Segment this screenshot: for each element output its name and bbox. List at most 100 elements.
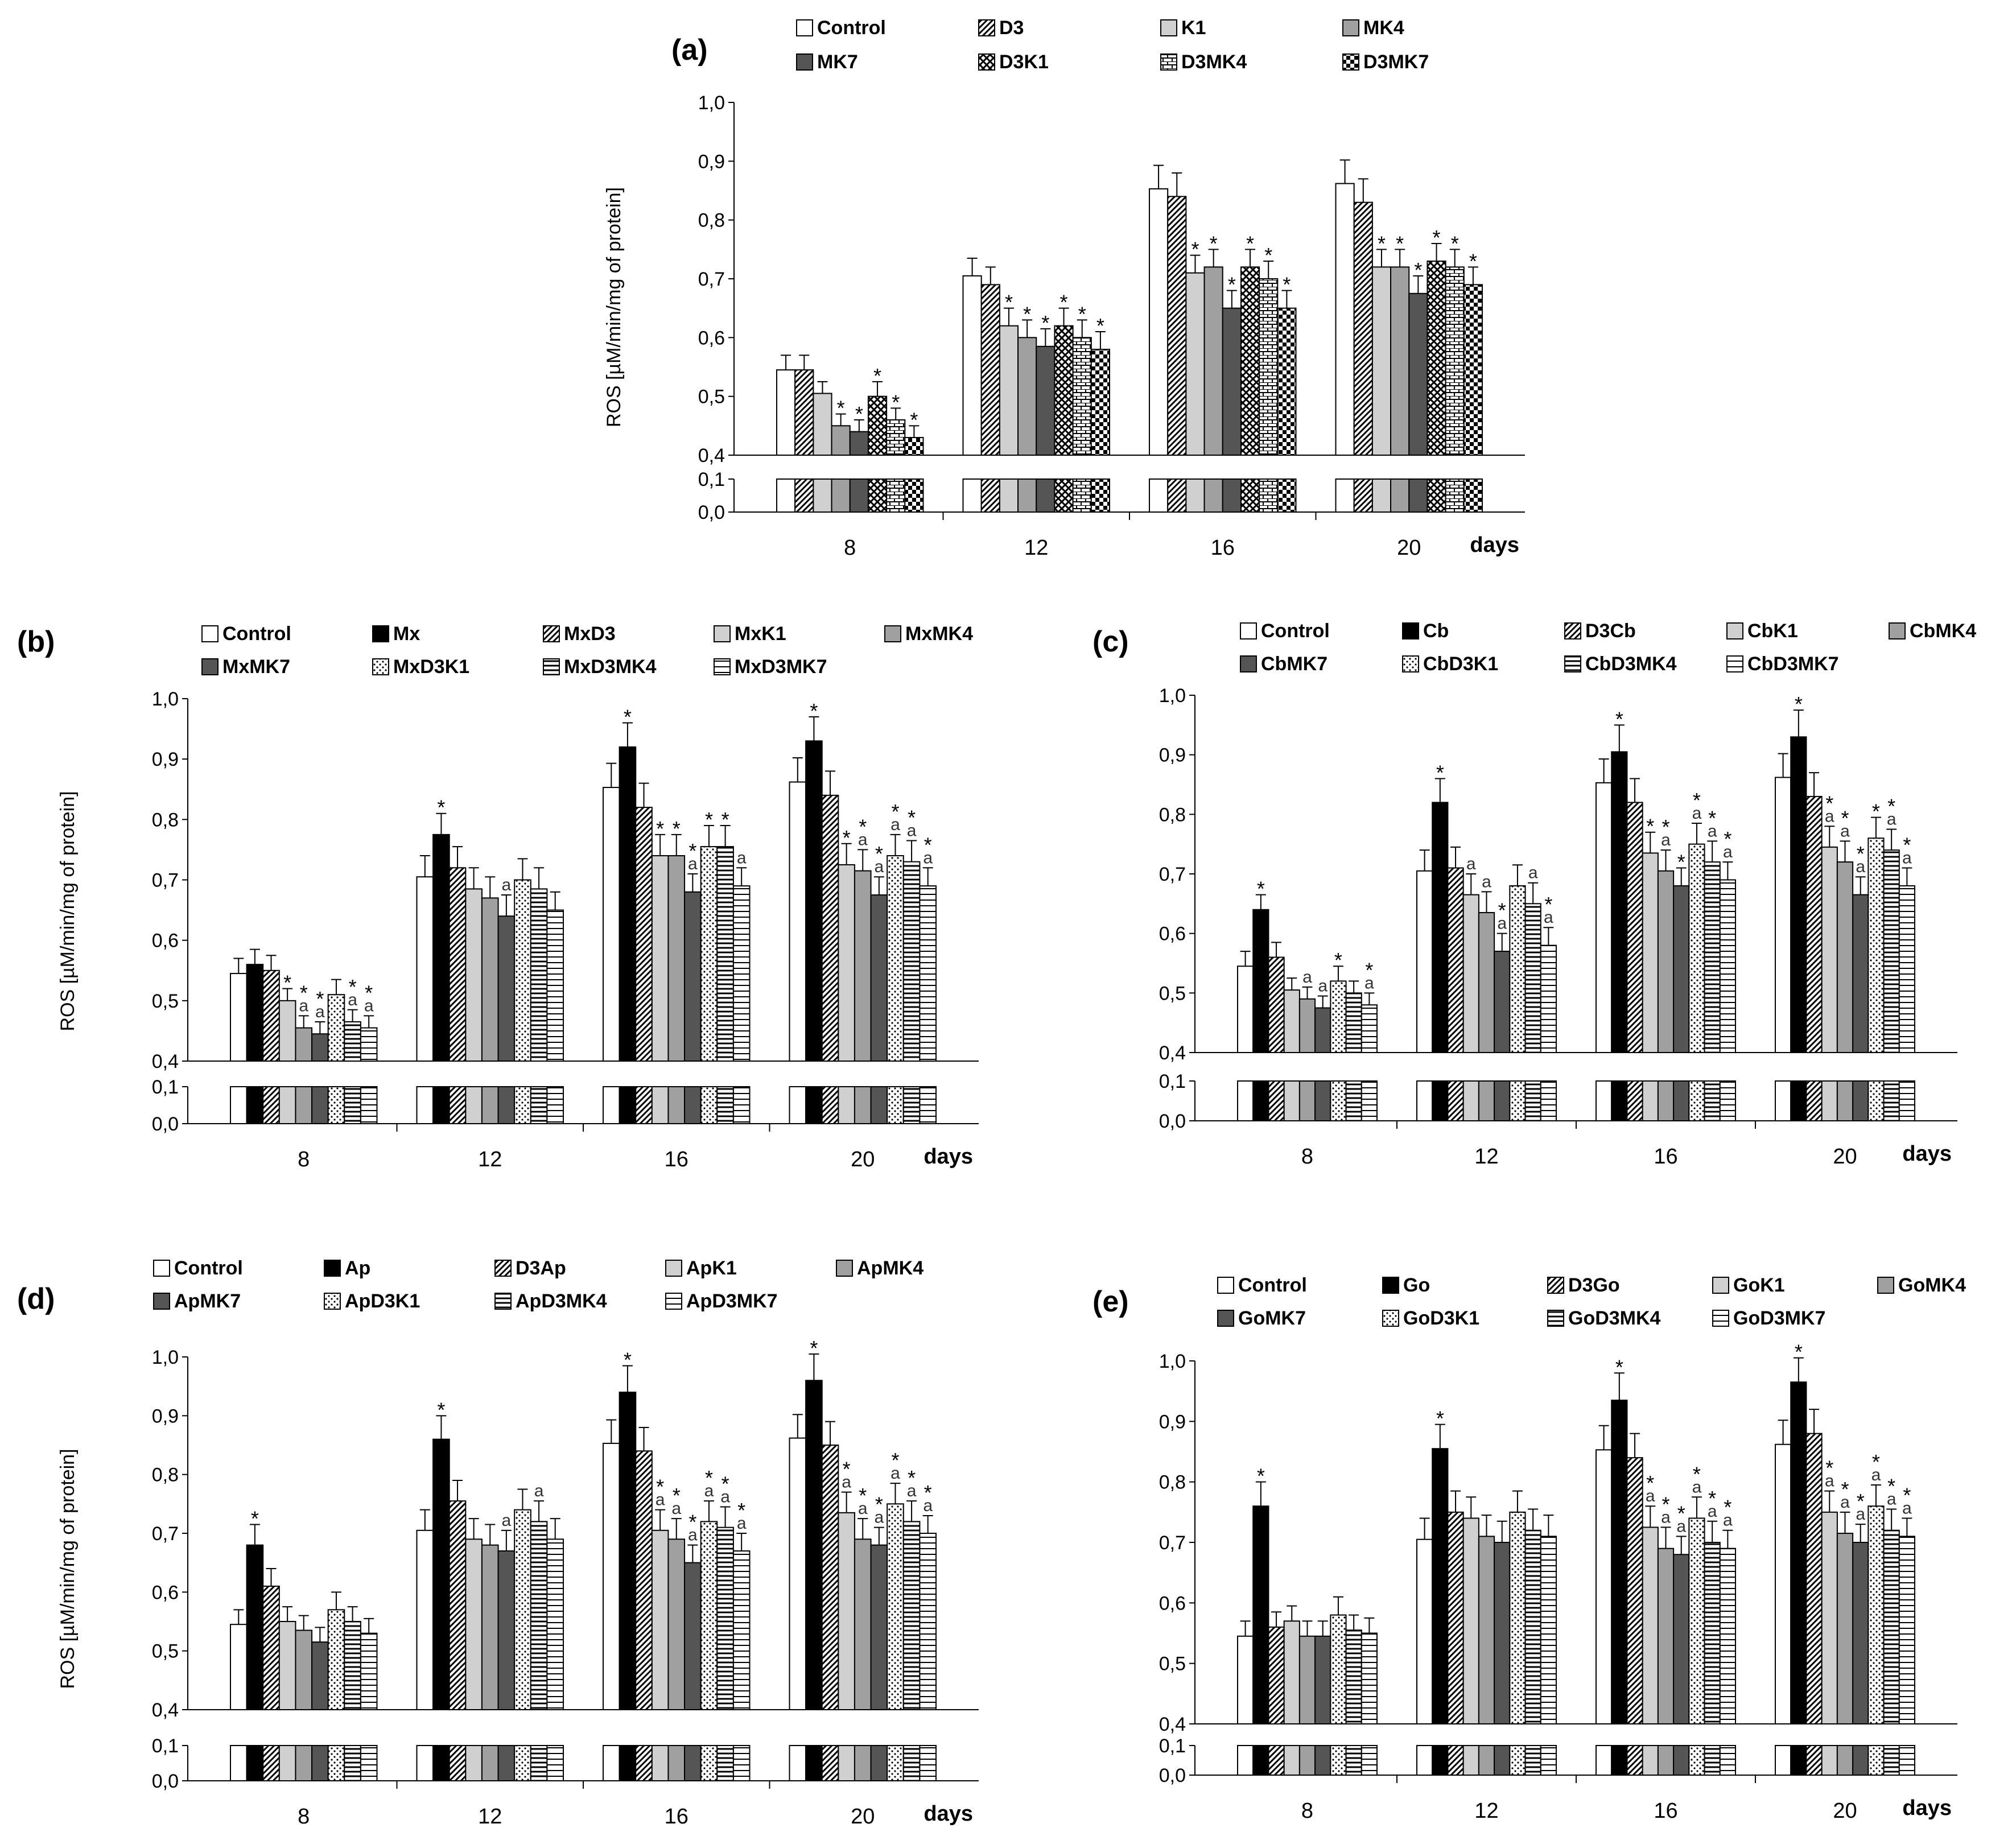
bar-stub-Ap-16 <box>619 1745 637 1781</box>
bar-ApD3K1-8 <box>327 1609 345 1710</box>
legend-label: GoK1 <box>1733 1274 1785 1296</box>
panel-title: (e) <box>1092 1285 1129 1318</box>
y-tick-label: 1,0 <box>152 1347 179 1368</box>
bar-stub-GoK1-20 <box>1821 1745 1838 1776</box>
significance-star: * <box>1365 958 1373 981</box>
bar-stub-CbD3MK7-12 <box>1540 1080 1557 1121</box>
bar-stub-Control-16 <box>603 1745 620 1781</box>
bar-Go-16 <box>1611 1400 1628 1725</box>
significance-letter: a <box>1856 857 1865 876</box>
significance-letter: a <box>315 1002 325 1021</box>
significance-letter: a <box>502 876 512 894</box>
significance-star: * <box>1334 948 1342 972</box>
bar-stub-Control-16 <box>1596 1080 1613 1121</box>
bar-stub-MxMK7-8 <box>311 1086 329 1124</box>
significance-letter: a <box>688 1526 698 1545</box>
bar-stub-GoMK7-16 <box>1673 1745 1690 1776</box>
y-tick-label: 0,1 <box>152 1735 179 1757</box>
bar-stub-CbD3K1-12 <box>1509 1080 1526 1121</box>
bar-Cb-8 <box>1252 909 1269 1054</box>
significance-star: * <box>1841 1478 1849 1501</box>
y-tick-label: 0,6 <box>152 930 179 952</box>
bar-stub-D3Cb-16 <box>1626 1080 1643 1121</box>
significance-letter: a <box>704 1482 714 1500</box>
legend-swatch <box>1382 1310 1399 1327</box>
legend-label: CbD3K1 <box>1423 653 1498 675</box>
bar-stub-Control-20 <box>1775 1080 1792 1121</box>
bar-stub-ApD3MK7-8 <box>360 1745 378 1781</box>
bar-stub-Go-8 <box>1252 1745 1269 1776</box>
significance-letter: a <box>875 857 884 876</box>
significance-star: * <box>859 1484 867 1507</box>
significance-star: * <box>1693 789 1701 812</box>
significance-star: * <box>1041 311 1049 335</box>
bar-stub-GoD3K1-20 <box>1867 1745 1885 1776</box>
legend-label: MxMK7 <box>222 656 290 678</box>
legend-swatch <box>201 658 218 675</box>
bar-Control-12 <box>962 275 982 456</box>
significance-letter: a <box>299 996 308 1015</box>
significance-star: * <box>875 1493 883 1516</box>
significance-star: * <box>837 397 845 420</box>
significance-star: * <box>1414 258 1422 282</box>
significance-letter: a <box>671 1499 681 1518</box>
x-tick-label: 12 <box>1474 1145 1498 1169</box>
legend-label: GoD3K1 <box>1403 1307 1479 1329</box>
significance-letter: a <box>1840 1493 1850 1512</box>
bar-Control-8 <box>1237 965 1254 1053</box>
x-tick-label: 16 <box>1654 1799 1677 1823</box>
bar-stub-D3K1-8 <box>867 478 888 513</box>
x-tick-label: 20 <box>851 1805 875 1829</box>
bar-stub-D3MK7-8 <box>904 478 924 513</box>
bar-stub-D3K1-12 <box>1054 478 1074 513</box>
bar-stub-ApMK7-8 <box>311 1745 329 1781</box>
significance-star: * <box>283 971 291 995</box>
legend-swatch <box>1402 655 1419 672</box>
significance-letter: a <box>1466 855 1476 873</box>
legend-swatch <box>1564 655 1581 672</box>
x-tick-label: 8 <box>298 1148 310 1171</box>
bar-GoD3MK7-16 <box>1719 1548 1737 1724</box>
bar-CbD3MK4-12 <box>1524 903 1541 1054</box>
significance-star: * <box>1544 893 1552 916</box>
significance-star: * <box>1469 249 1477 273</box>
bar-stub-MxMK4-20 <box>854 1086 872 1124</box>
legend-label: Control <box>817 17 886 39</box>
significance-letter: a <box>1723 1511 1733 1530</box>
significance-star: * <box>908 806 916 829</box>
y-tick-label: 0,5 <box>152 991 179 1012</box>
bar-MxD3MK4-16 <box>716 846 734 1062</box>
panel-e: (e)0,40,50,60,70,80,91,00,00,1*8*12*a*a*… <box>1092 1274 1966 1823</box>
bar-stub-MxD3-20 <box>821 1086 839 1124</box>
bar-GoK1-8 <box>1283 1620 1300 1725</box>
bar-ApD3MK4-20 <box>902 1521 921 1710</box>
bar-MxD3MK4-20 <box>902 861 921 1062</box>
bar-stub-Cb-20 <box>1790 1080 1807 1121</box>
y-tick-label: 0,9 <box>698 151 725 172</box>
bar-stub-ApMK7-16 <box>684 1745 702 1781</box>
legend-label: Go <box>1403 1274 1430 1296</box>
bar-stub-MK4-20 <box>1390 478 1410 513</box>
x-tick-label: 16 <box>665 1805 689 1829</box>
legend-label: Control <box>1238 1274 1307 1296</box>
bar-MxD3MK7-16 <box>732 885 751 1062</box>
bar-stub-CbD3K1-20 <box>1867 1080 1885 1121</box>
significance-letter: a <box>1902 849 1912 868</box>
legend: Control Go D3Go GoK1 GoMK4 GoMK7 GoD3K1 GoD3MK4… <box>1217 1274 1966 1329</box>
bar-stub-GoMK7-20 <box>1852 1745 1869 1776</box>
bar-stub-D3Cb-8 <box>1268 1080 1285 1121</box>
bar-MxK1-8 <box>278 1000 296 1062</box>
legend-label: D3K1 <box>999 51 1049 73</box>
bar-Mx-12 <box>432 834 450 1062</box>
bar-stub-Mx-8 <box>246 1086 264 1124</box>
bar-stub-ApK1-8 <box>278 1745 296 1781</box>
legend-label: CbD3MK4 <box>1585 653 1677 675</box>
bar-ApD3K1-12 <box>514 1509 531 1711</box>
bar-stub-MK7-8 <box>849 478 869 513</box>
significance-star: * <box>908 1466 916 1489</box>
legend-label: Ap <box>345 1257 370 1279</box>
significance-letter: a <box>1887 1490 1897 1509</box>
bar-GoD3K1-8 <box>1330 1614 1347 1725</box>
bar-D3Cb-8 <box>1268 956 1285 1053</box>
